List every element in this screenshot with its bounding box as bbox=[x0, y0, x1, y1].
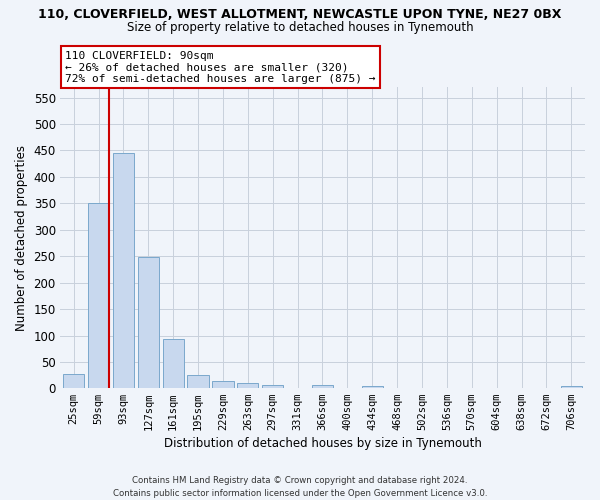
Bar bbox=[262, 385, 283, 388]
Bar bbox=[163, 339, 184, 388]
Bar bbox=[212, 381, 233, 388]
Text: 110 CLOVERFIELD: 90sqm
← 26% of detached houses are smaller (320)
72% of semi-de: 110 CLOVERFIELD: 90sqm ← 26% of detached… bbox=[65, 51, 376, 84]
Y-axis label: Number of detached properties: Number of detached properties bbox=[15, 144, 28, 330]
Bar bbox=[362, 386, 383, 388]
Bar bbox=[237, 382, 259, 388]
Bar bbox=[113, 153, 134, 388]
Bar bbox=[561, 386, 582, 388]
Bar bbox=[187, 375, 209, 388]
X-axis label: Distribution of detached houses by size in Tynemouth: Distribution of detached houses by size … bbox=[164, 437, 481, 450]
Text: 110, CLOVERFIELD, WEST ALLOTMENT, NEWCASTLE UPON TYNE, NE27 0BX: 110, CLOVERFIELD, WEST ALLOTMENT, NEWCAS… bbox=[38, 8, 562, 20]
Bar bbox=[312, 384, 333, 388]
Text: Size of property relative to detached houses in Tynemouth: Size of property relative to detached ho… bbox=[127, 21, 473, 34]
Text: Contains HM Land Registry data © Crown copyright and database right 2024.
Contai: Contains HM Land Registry data © Crown c… bbox=[113, 476, 487, 498]
Bar bbox=[88, 204, 109, 388]
Bar bbox=[138, 258, 159, 388]
Bar bbox=[63, 374, 84, 388]
